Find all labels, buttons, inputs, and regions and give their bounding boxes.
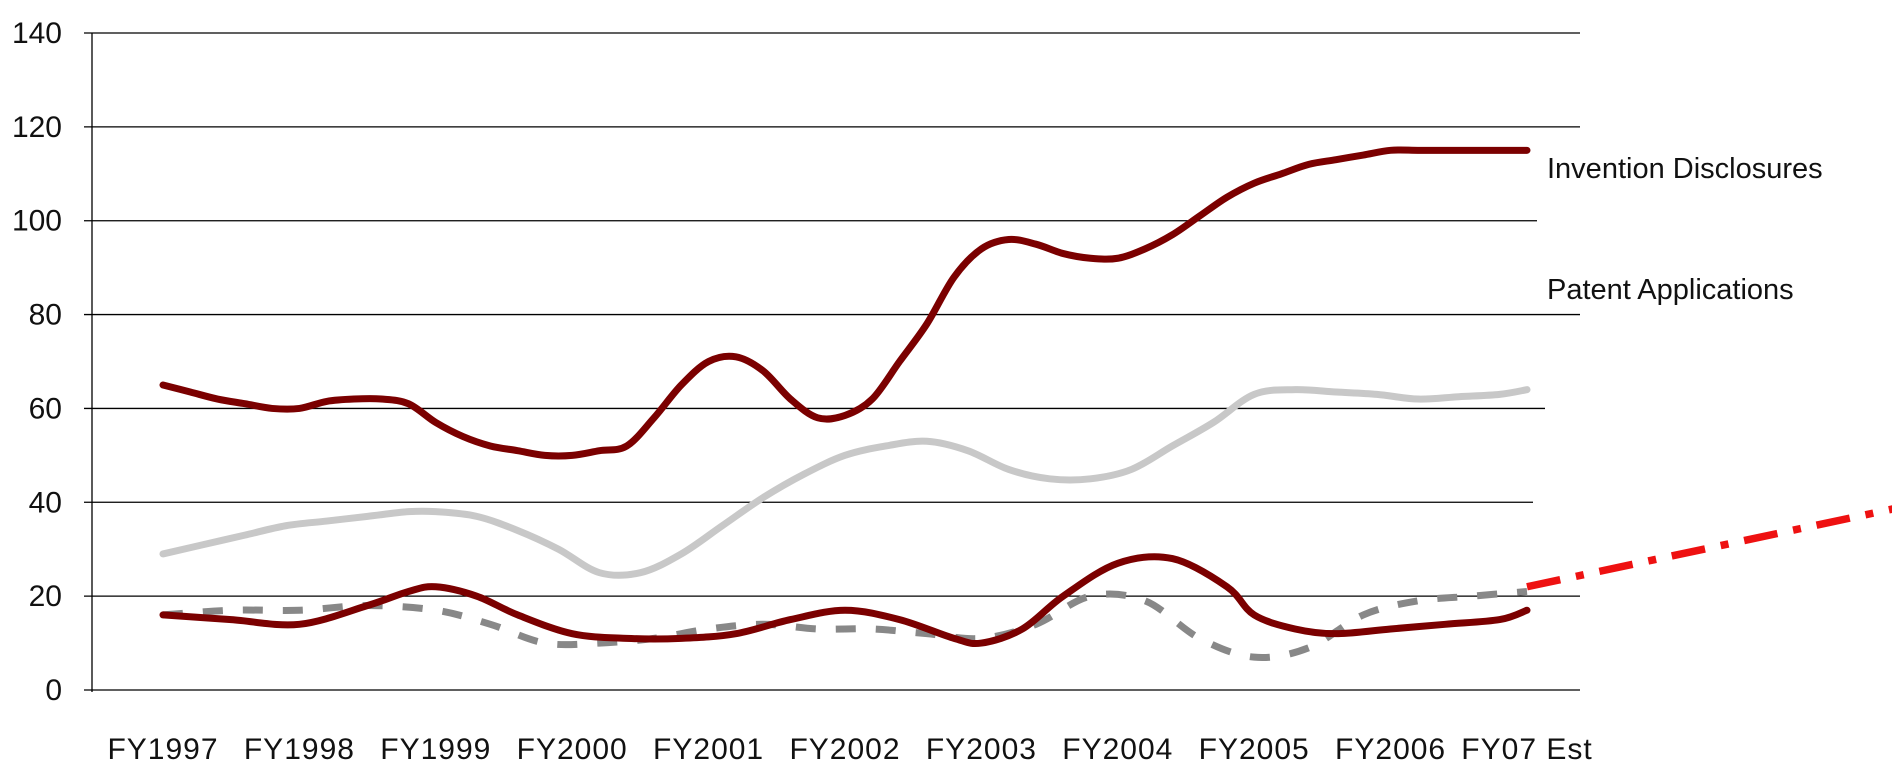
series-annotation: Invention Disclosures <box>1547 153 1823 185</box>
x-tick-label: FY2000 <box>517 733 628 763</box>
series-line-4 <box>1526 505 1892 591</box>
y-tick-label: 100 <box>12 205 62 238</box>
y-tick-label: 60 <box>29 392 62 425</box>
gridlines <box>84 32 1580 691</box>
x-tick-label: FY2004 <box>1062 733 1173 763</box>
x-tick-label: FY07 Est <box>1461 733 1592 763</box>
x-axis: FY1997 FY1998 FY1999 FY2000 FY2001 FY2002 FY20… <box>107 733 1592 763</box>
x-tick-label: FY2005 <box>1199 733 1310 763</box>
x-tick-label: FY2001 <box>653 733 764 763</box>
series-annotations: Invention Disclosures Patent Applications <box>1547 153 1823 306</box>
series-line-3 <box>162 587 1528 661</box>
y-tick-label: 140 <box>12 17 62 50</box>
y-axis: 0 20 40 60 80 100 120 140 <box>12 17 93 707</box>
y-tick-label: 0 <box>45 674 62 707</box>
series-layer <box>159 146 1892 661</box>
y-tick-label: 40 <box>29 486 62 519</box>
series-line-0 <box>159 146 1531 460</box>
x-tick-label: FY1999 <box>380 733 491 763</box>
series-line-2 <box>159 553 1531 648</box>
x-tick-label: FY2002 <box>789 733 900 763</box>
x-tick-label: FY2006 <box>1335 733 1446 763</box>
x-tick-label: FY1997 <box>107 733 218 763</box>
series-annotation: Patent Applications <box>1547 274 1794 306</box>
series-line-1 <box>159 386 1531 579</box>
x-tick-label: FY1998 <box>244 733 355 763</box>
y-tick-label: 20 <box>29 580 62 613</box>
x-tick-label: FY2003 <box>926 733 1037 763</box>
y-tick-label: 80 <box>29 299 62 332</box>
y-tick-label: 120 <box>12 111 62 144</box>
